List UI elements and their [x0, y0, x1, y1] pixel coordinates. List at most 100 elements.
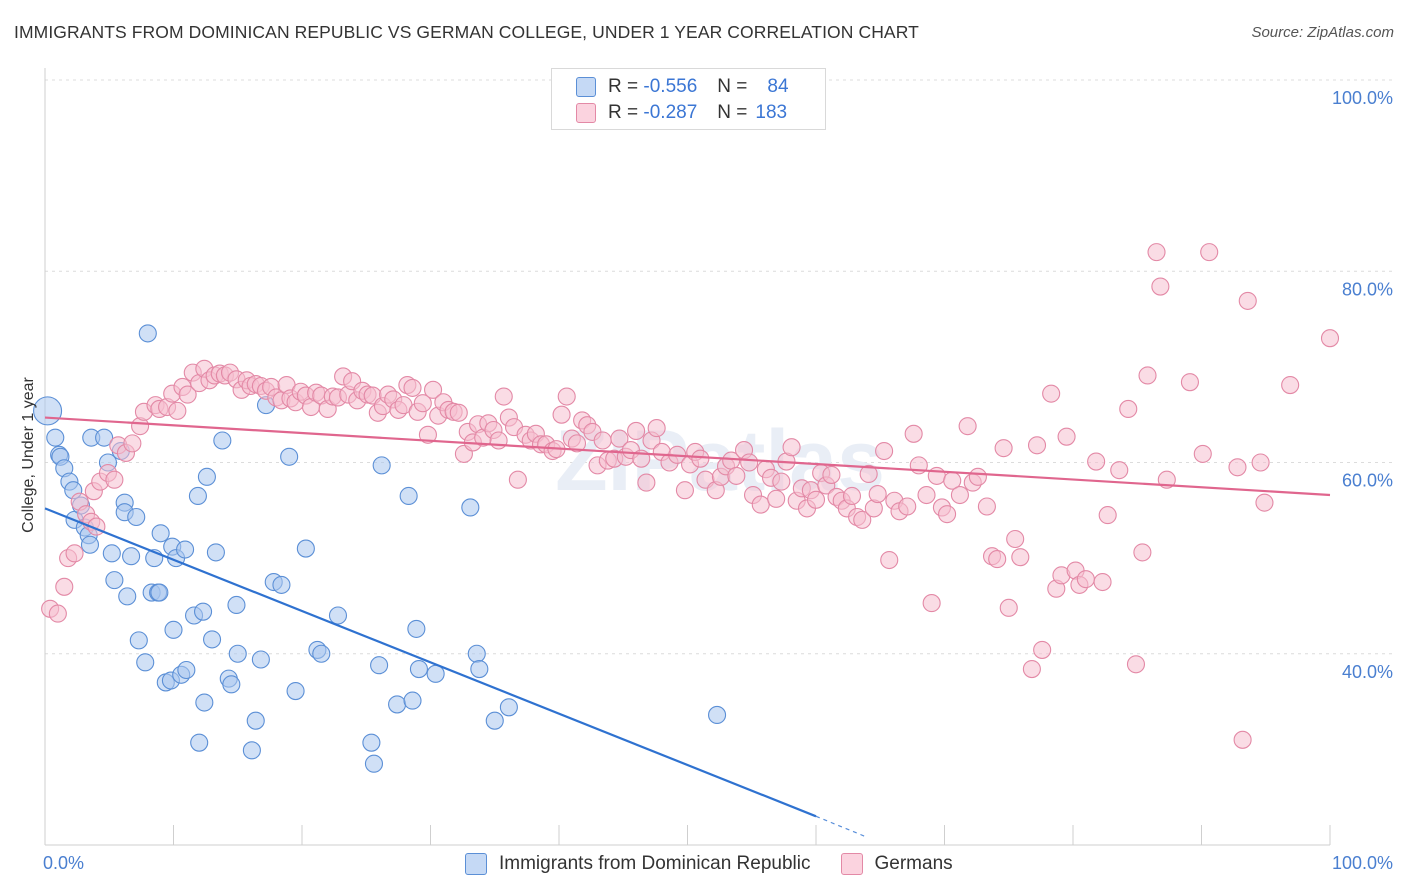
german-point	[740, 453, 759, 472]
legend-swatch-germans	[576, 103, 596, 123]
dominican-point	[280, 447, 299, 466]
german-point	[922, 594, 941, 613]
german-point	[767, 489, 786, 508]
axes	[44, 68, 1331, 846]
german-point	[593, 431, 612, 450]
dominican-point	[138, 324, 157, 343]
german-point	[1093, 572, 1112, 592]
legend-row-germans: R = -0.287 N = 183	[576, 101, 787, 125]
dominican-point	[286, 681, 305, 701]
x-tick-label: 100.0%	[1332, 853, 1393, 873]
german-point	[1022, 659, 1041, 679]
series-legend: Immigrants from Dominican Republic Germa…	[465, 852, 983, 876]
dominican-point	[708, 705, 727, 725]
dominican-point	[150, 583, 169, 602]
y-tick-label: 100.0%	[1332, 88, 1393, 108]
legend-label-dominican: Immigrants from Dominican Republic	[499, 853, 811, 874]
german-point	[557, 387, 576, 406]
german-point	[977, 497, 996, 516]
german-point	[1027, 436, 1047, 455]
german-point	[675, 481, 694, 500]
dominican-point	[388, 695, 407, 714]
dominican-point	[203, 630, 222, 649]
dominican-point	[105, 571, 124, 590]
german-point	[413, 394, 432, 413]
legend-n-label: N =	[717, 76, 748, 97]
dominican-point	[403, 691, 422, 710]
dominican-point	[372, 456, 391, 475]
dominican-point	[177, 660, 196, 680]
german-point	[1147, 243, 1166, 262]
dominican-point	[312, 644, 331, 663]
legend-r-label: R =	[608, 76, 639, 97]
german-point	[1180, 373, 1199, 392]
dominican-point	[195, 693, 214, 712]
legend-row-dominican: R = -0.556 N = 84	[576, 75, 789, 99]
dominican-point	[461, 498, 480, 517]
german-point	[1193, 444, 1212, 463]
source-credit: Source: ZipAtlas.com	[1251, 24, 1394, 41]
german-point	[508, 470, 527, 489]
german-point	[1320, 329, 1340, 348]
legend-item-dominican[interactable]: Immigrants from Dominican Republic	[465, 853, 811, 875]
german-point	[751, 495, 770, 514]
legend-r-value: -0.556	[643, 76, 698, 97]
dominican-point	[370, 656, 389, 675]
dominican-point	[80, 535, 100, 554]
german-point	[627, 421, 646, 440]
german-point	[1200, 243, 1219, 262]
german-point	[898, 497, 917, 516]
dominican-point	[176, 540, 195, 559]
y-tick-label: 60.0%	[1342, 471, 1393, 491]
dominican-point	[228, 644, 247, 663]
data-points	[33, 243, 1340, 773]
dominican-point	[206, 543, 225, 562]
german-point	[647, 419, 666, 438]
german-point	[917, 485, 936, 505]
german-point	[610, 429, 629, 448]
dominican-point	[197, 467, 216, 486]
german-point	[1238, 291, 1257, 310]
legend-swatch-dominican	[465, 853, 487, 875]
chart-title: IMMIGRANTS FROM DOMINICAN REPUBLIC VS GE…	[14, 22, 919, 42]
dominican-point	[222, 675, 241, 694]
german-point	[1087, 452, 1106, 471]
dominican-point	[407, 619, 426, 638]
german-point	[1042, 384, 1061, 403]
german-point	[950, 485, 969, 505]
german-point	[904, 424, 923, 443]
german-point	[1033, 640, 1052, 659]
german-point	[1151, 277, 1170, 296]
dominican-point	[362, 733, 381, 752]
legend-item-germans[interactable]: Germans	[840, 853, 953, 875]
dominican-point	[164, 620, 183, 639]
dominican-point	[467, 644, 486, 663]
german-point	[691, 449, 710, 468]
german-point	[178, 385, 197, 404]
dominican-point	[485, 711, 504, 730]
german-point	[1076, 570, 1095, 589]
german-point	[822, 465, 841, 484]
german-point	[1098, 506, 1117, 525]
german-point	[1255, 493, 1274, 512]
dominican-point	[251, 650, 270, 669]
german-point	[424, 380, 443, 399]
german-point	[1126, 655, 1146, 674]
german-point	[48, 604, 67, 623]
german-point	[853, 510, 872, 529]
trend-lines	[44, 416, 1331, 838]
legend-n-value: 183	[755, 102, 788, 123]
german-point	[567, 434, 587, 453]
dominican-point	[122, 547, 141, 566]
german-point	[1281, 375, 1300, 395]
dominican-trend-line	[44, 507, 817, 818]
german-point	[1011, 548, 1030, 567]
german-point	[168, 401, 187, 420]
german-point	[1119, 399, 1138, 419]
dominican-point	[272, 575, 291, 594]
german-point	[449, 403, 468, 422]
dominican-point	[136, 653, 155, 672]
dominican-point	[190, 733, 209, 752]
german-point	[806, 490, 826, 509]
